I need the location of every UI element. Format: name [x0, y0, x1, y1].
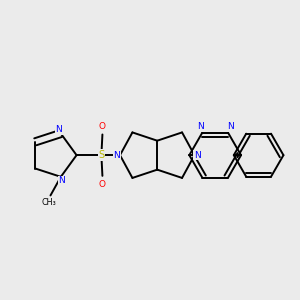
Text: N: N	[227, 122, 233, 131]
Text: N: N	[194, 151, 201, 160]
Text: O: O	[99, 180, 106, 189]
Text: N: N	[56, 125, 62, 134]
Text: N: N	[113, 151, 120, 160]
Text: O: O	[99, 122, 106, 131]
Text: S: S	[98, 150, 104, 160]
Text: CH₃: CH₃	[41, 198, 56, 207]
Text: N: N	[197, 122, 203, 131]
Text: N: N	[58, 176, 65, 185]
